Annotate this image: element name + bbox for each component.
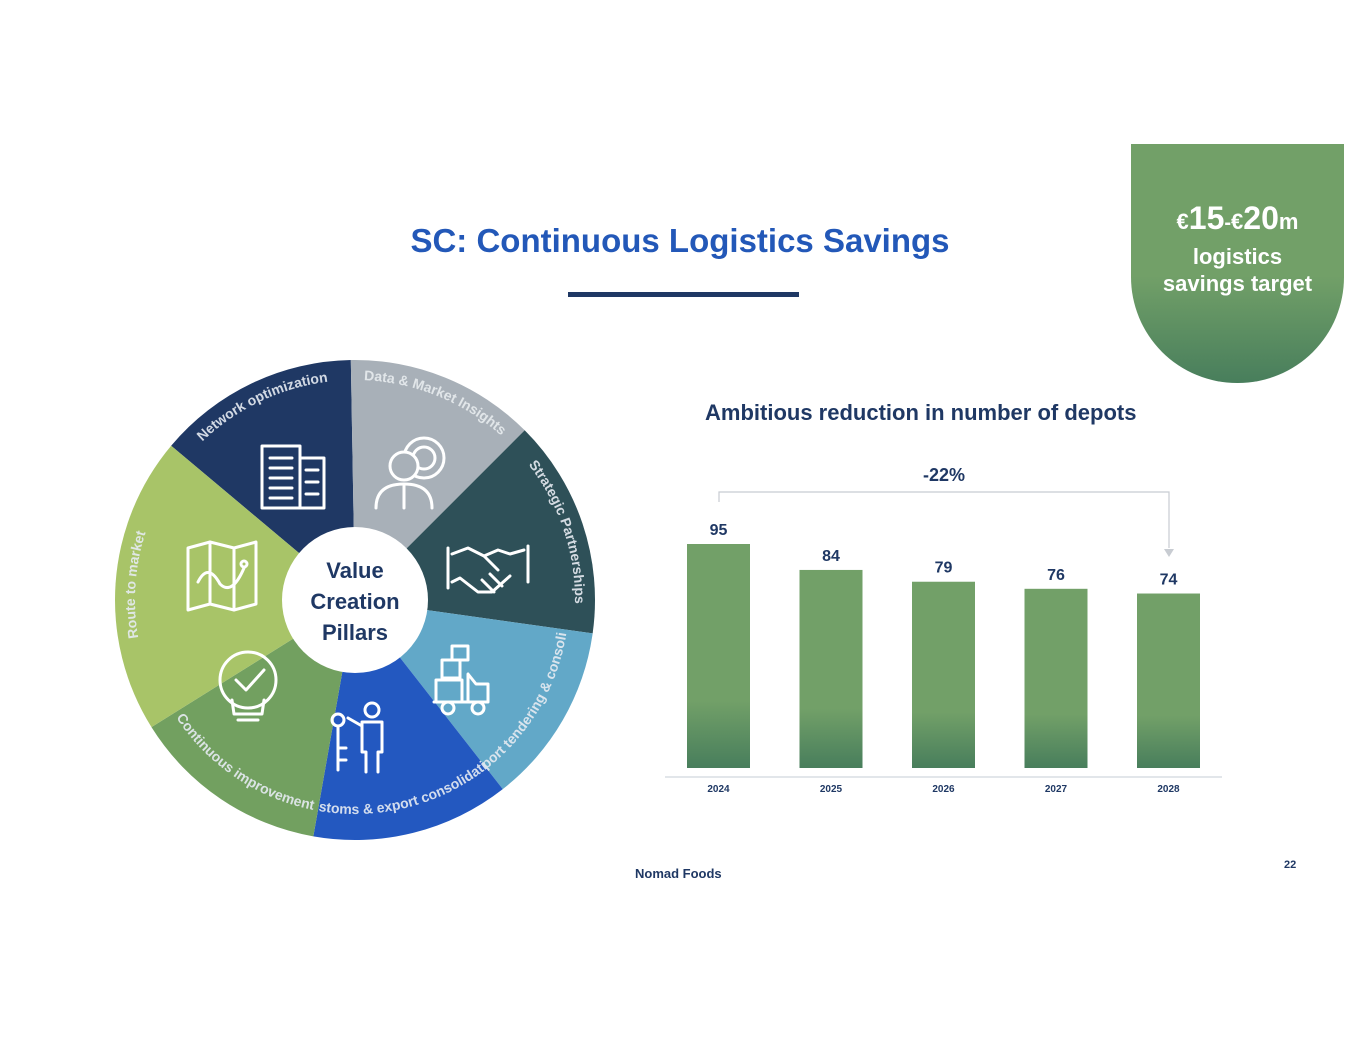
x-tick-label: 2027 <box>1045 784 1068 795</box>
currency-symbol: € <box>1231 209 1244 234</box>
bar <box>1024 588 1088 768</box>
building-icon <box>260 444 326 510</box>
x-tick-label: 2024 <box>707 784 730 795</box>
value-creation-wheel: Network optimization Data & Market Insigh… <box>0 0 595 840</box>
bar-value-label: 76 <box>1047 567 1065 584</box>
map-icon <box>186 540 258 612</box>
x-tick-label: 2025 <box>820 784 843 795</box>
bar-value-label: 74 <box>1160 572 1178 589</box>
page-number: 22 <box>1284 859 1297 871</box>
bar <box>1137 593 1200 768</box>
center-label-line: Value <box>326 558 383 583</box>
nomad-foods-logo: Nomad Foods <box>635 866 722 881</box>
savings-amount: €15-€20m <box>1131 200 1344 243</box>
currency-symbol: € <box>1176 209 1189 234</box>
delivery-truck-icon <box>432 644 490 716</box>
bar <box>687 544 750 768</box>
center-label-line: Creation <box>310 589 399 614</box>
wheel-segment <box>151 600 355 837</box>
handshake-icon <box>446 544 530 594</box>
bar-value-label: 79 <box>935 560 953 577</box>
x-tick-label: 2028 <box>1157 784 1180 795</box>
bar <box>912 581 975 768</box>
x-tick-label: 2026 <box>932 784 955 795</box>
savings-target-badge: €15-€20m logistics savings target <box>1131 144 1344 383</box>
center-label-line: Pillars <box>322 620 388 645</box>
wheel-segment <box>355 600 593 790</box>
amount-low: 15 <box>1188 200 1225 236</box>
title-underline <box>568 292 799 297</box>
amount-dash: - <box>1224 212 1232 234</box>
amount-high: 20 <box>1243 200 1279 236</box>
chart-title: Ambitious reduction in number of depots <box>705 400 1137 425</box>
change-bracket <box>718 491 1170 548</box>
change-arrow-icon <box>1164 549 1174 557</box>
lightbulb-check-icon <box>218 650 278 722</box>
badge-line-2: savings target <box>1162 271 1313 296</box>
bar-value-label: 84 <box>822 548 840 565</box>
wheel-center <box>282 527 428 673</box>
key-person-icon <box>330 701 384 774</box>
bar-value-label: 95 <box>710 522 728 539</box>
person-gear-icon <box>374 436 446 510</box>
change-annotation: -22% <box>923 465 965 485</box>
bar <box>799 569 863 768</box>
slide-title: SC: Continuous Logistics Savings <box>410 222 950 259</box>
badge-line-1: logistics <box>1192 244 1283 269</box>
depots-bar-chart: 95 2024 84 2025 79 2026 76 2027 74 2028 -22% <box>665 465 1222 795</box>
amount-unit: m <box>1278 209 1299 234</box>
